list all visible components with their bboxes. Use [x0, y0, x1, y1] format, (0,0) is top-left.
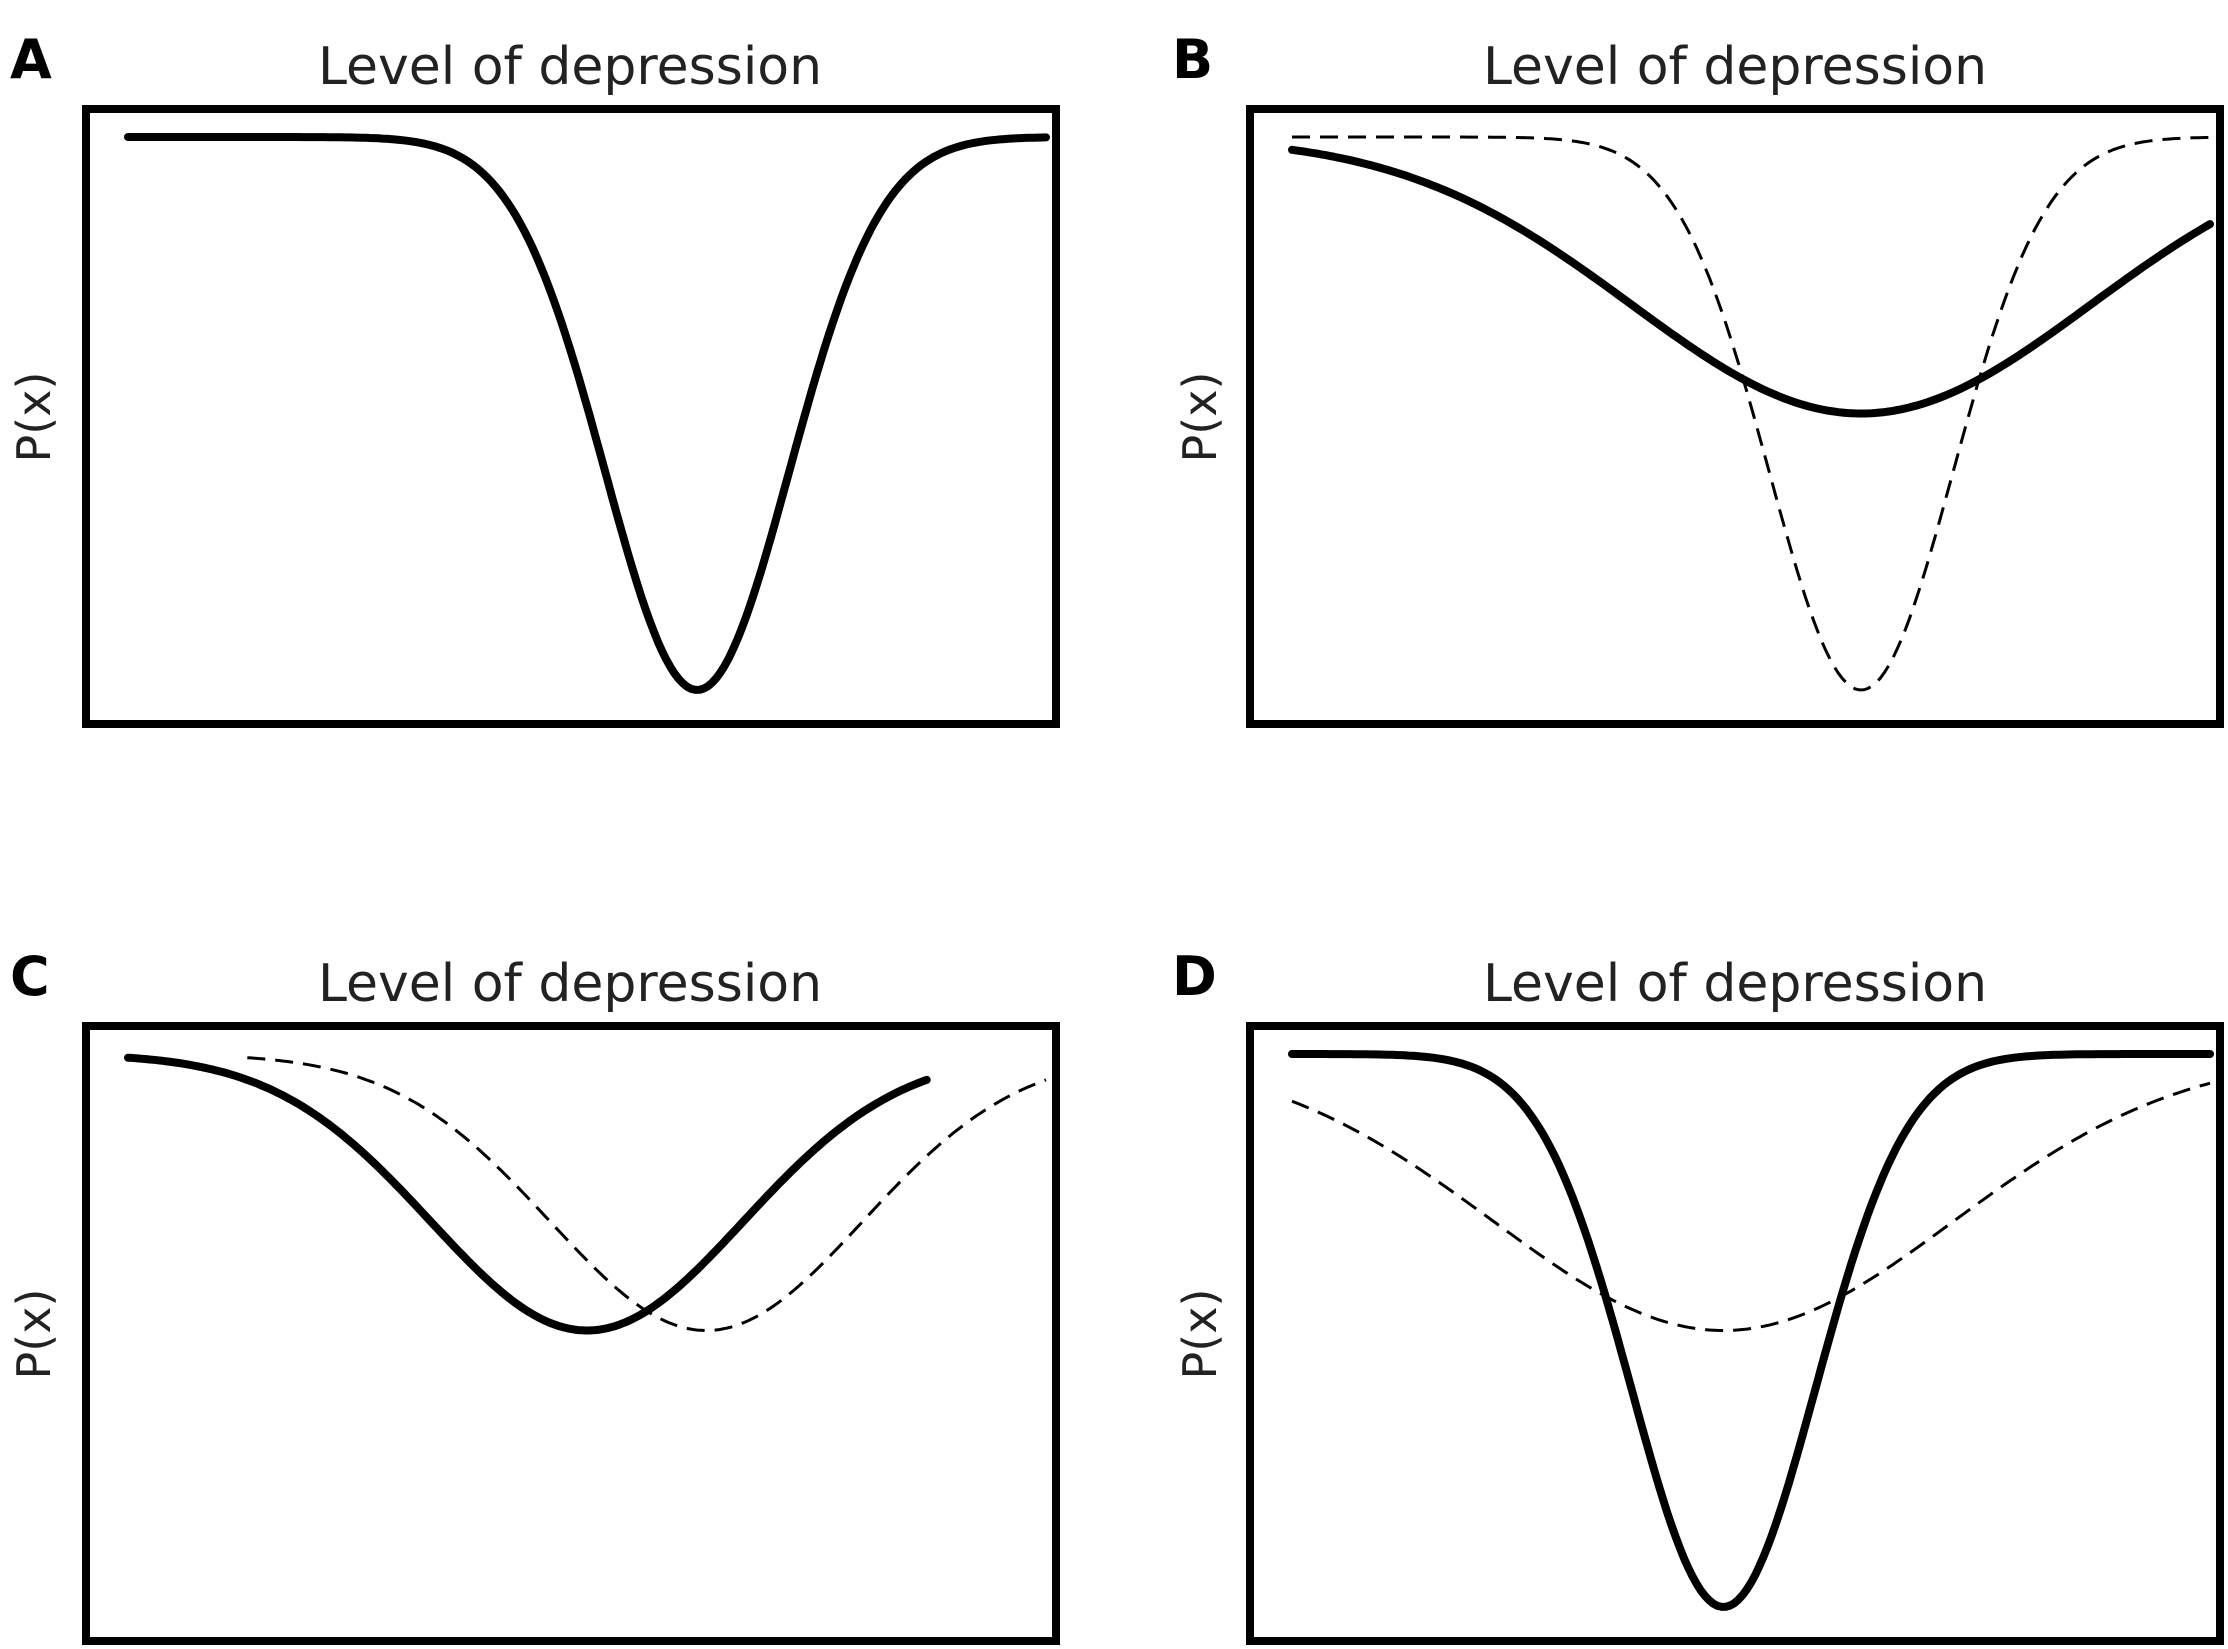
solid-curve [124, 133, 1050, 694]
dashed-curve [1291, 1081, 2211, 1332]
plot-frame [82, 105, 1060, 728]
dashed-curve [247, 1056, 1047, 1332]
dashed-curve [1292, 135, 2211, 692]
panel-letter: D [1172, 945, 1217, 1008]
panel-title: Level of depression [318, 37, 822, 97]
panel-title: Level of depression [1483, 954, 1987, 1014]
solid-curve [124, 1053, 931, 1335]
panel-b: B Level of depression P(x) [1172, 28, 2224, 728]
plot-frame [82, 1022, 1060, 1645]
curves [1288, 1050, 2214, 1611]
panel-letter: A [10, 28, 52, 91]
y-axis-label: P(x) [7, 1289, 61, 1380]
panel-d: D Level of depression P(x) [1172, 945, 2224, 1645]
panel-title: Level of depression [1483, 37, 1987, 97]
panel-title: Level of depression [318, 954, 822, 1014]
panel-letter: B [1172, 28, 1213, 91]
panel-c: C Level of depression P(x) [7, 945, 1060, 1645]
curves [124, 133, 1050, 694]
plot-frame [1246, 1022, 2224, 1645]
solid-curve [1288, 1050, 2214, 1611]
solid-curve [1288, 145, 2214, 418]
y-axis-label: P(x) [1173, 372, 1227, 463]
panel-a: A Level of depression P(x) [7, 28, 1060, 728]
plot-frame [1246, 105, 2224, 728]
y-axis-label: P(x) [1173, 1289, 1227, 1380]
y-axis-label: P(x) [7, 372, 61, 463]
panel-letter: C [10, 945, 50, 1008]
curves [1288, 135, 2214, 692]
curves [124, 1053, 1047, 1335]
